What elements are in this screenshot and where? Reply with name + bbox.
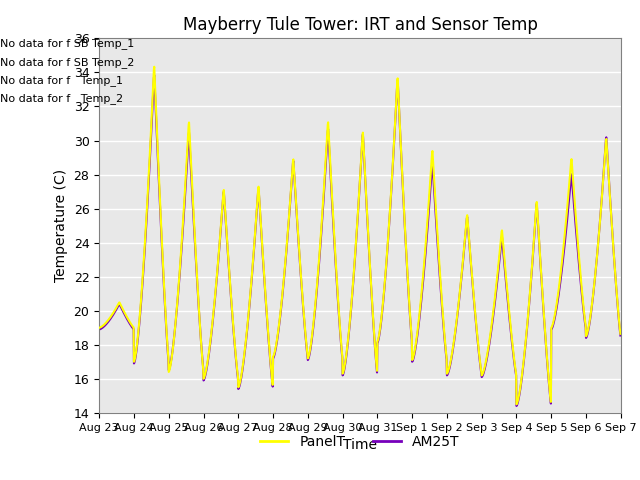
AM25T (513, 403, 520, 409)
PanelT (556, 283, 563, 288)
AM25T (199, 361, 207, 367)
Text: No data for f   Temp_1: No data for f Temp_1 (0, 75, 123, 86)
PanelT (509, 345, 516, 351)
PanelT (95, 325, 103, 331)
AM25T (509, 348, 516, 353)
Line: PanelT: PanelT (99, 67, 620, 404)
X-axis label: Time: Time (343, 438, 377, 452)
Text: No data for f SB Temp_2: No data for f SB Temp_2 (0, 57, 134, 68)
PanelT (513, 401, 520, 407)
PanelT (150, 64, 158, 70)
PanelT (441, 336, 449, 341)
PanelT (616, 331, 624, 337)
AM25T (441, 338, 449, 344)
Text: No data for f SB Temp_1: No data for f SB Temp_1 (0, 38, 134, 49)
Y-axis label: Temperature (C): Temperature (C) (54, 169, 68, 282)
PanelT (270, 352, 278, 358)
AM25T (212, 290, 220, 296)
Title: Mayberry Tule Tower: IRT and Sensor Temp: Mayberry Tule Tower: IRT and Sensor Temp (182, 16, 538, 34)
AM25T (270, 354, 278, 360)
PanelT (212, 289, 220, 295)
Line: AM25T: AM25T (99, 75, 620, 406)
Text: No data for f   Temp_2: No data for f Temp_2 (0, 93, 123, 104)
AM25T (556, 288, 563, 293)
PanelT (199, 362, 207, 368)
AM25T (150, 72, 158, 78)
AM25T (95, 326, 103, 332)
AM25T (616, 333, 624, 338)
Legend: PanelT, AM25T: PanelT, AM25T (255, 430, 465, 455)
